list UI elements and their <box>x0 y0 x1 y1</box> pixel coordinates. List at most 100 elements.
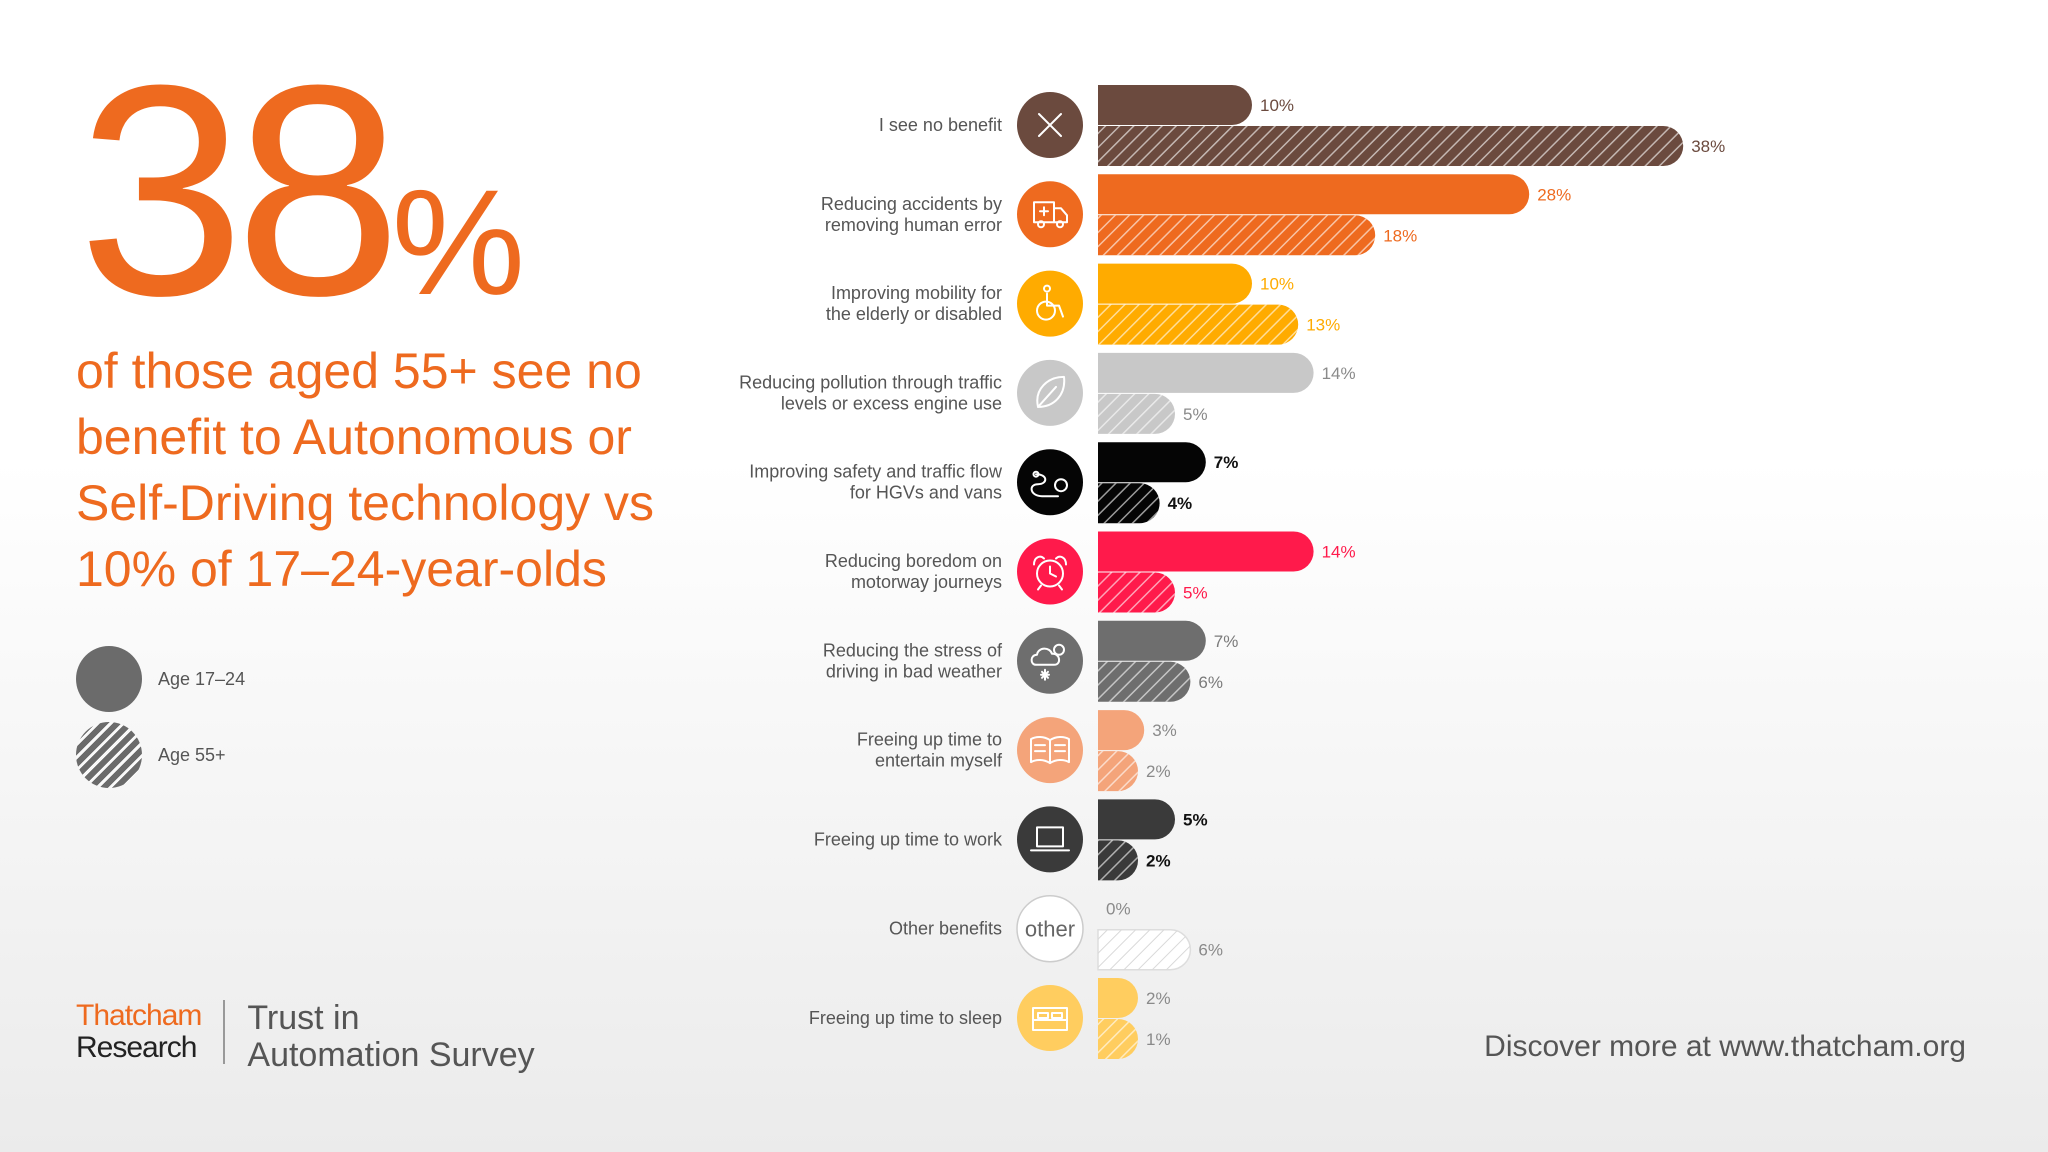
bar-age-17-24 <box>1098 978 1138 1018</box>
category-label-line: the elderly or disabled <box>826 304 1002 324</box>
other-icon: other <box>1016 894 1084 963</box>
icon-circle <box>1017 181 1083 248</box>
value-label-age-17-24: 0% <box>1106 900 1131 919</box>
category-label-line: for HGVs and vans <box>850 483 1002 503</box>
bar-age-17-24 <box>1098 799 1175 840</box>
bar-hatch-overlay <box>1098 215 1376 256</box>
value-label-age-17-24: 10% <box>1260 96 1294 115</box>
icon-circle <box>1017 449 1083 516</box>
headline-stat: 38% <box>78 40 525 340</box>
bar-hatch-overlay <box>1098 572 1175 613</box>
category-label-line: Reducing boredom on <box>825 551 1002 571</box>
bar-hatch-overlay <box>1098 126 1684 166</box>
survey-title-line-1: Trust in <box>247 999 360 1037</box>
bar-age-17-24 <box>1098 174 1530 215</box>
wheelchair-icon <box>1017 270 1083 337</box>
value-label-age-17-24: 7% <box>1214 632 1239 651</box>
legend-label: Age 17–24 <box>158 668 246 689</box>
value-label-age-17-24: 3% <box>1152 721 1177 740</box>
category-label: I see no benefit <box>879 115 1002 135</box>
survey-title: Trust in Automation Survey <box>247 1000 534 1074</box>
category-label-line: driving in bad weather <box>826 661 1002 681</box>
bed-icon <box>1017 985 1083 1051</box>
bar-hatch-overlay <box>1098 1019 1138 1059</box>
ambulance-icon <box>1017 181 1083 248</box>
category-label-line: removing human error <box>825 215 1002 235</box>
category-label-line: Freeing up time to work <box>814 829 1003 849</box>
category-label: Reducing the stress of driving in bad wea… <box>823 640 1003 681</box>
category-label-line: entertain myself <box>875 751 1003 771</box>
headline-number: 38 <box>78 22 402 358</box>
bar-hatch-overlay <box>1098 483 1160 524</box>
value-label-age-55-plus: 5% <box>1183 584 1208 603</box>
value-label-age-55-plus: 5% <box>1183 405 1208 424</box>
bar-age-17-24 <box>1098 531 1314 572</box>
brand-divider <box>223 1000 226 1064</box>
icon-circle <box>1017 627 1083 694</box>
icon-circle <box>1017 806 1083 873</box>
category-label-line: levels or excess engine use <box>781 393 1002 413</box>
value-label-age-55-plus: 2% <box>1146 851 1171 870</box>
brand-block: Thatcham Research Trust in Automation Su… <box>76 1000 535 1074</box>
value-label-age-55-plus: 4% <box>1168 494 1193 513</box>
bar-age-17-24 <box>1098 352 1314 393</box>
logo-line-2: Research <box>76 1031 197 1064</box>
legend-item-age-55-plus: Age 55+ <box>76 722 226 788</box>
icon-circle <box>1017 985 1083 1051</box>
legend-item-age-17-24: Age 17–24 <box>76 646 245 712</box>
category-label-line: Reducing the stress of <box>823 640 1003 660</box>
category-label-line: Reducing pollution through traffic <box>739 372 1002 392</box>
bar-hatch-overlay <box>1098 393 1175 434</box>
bar-hatch-overlay <box>1098 751 1138 792</box>
route-icon <box>1017 449 1083 516</box>
category-label: Reducing pollution through traffic levels… <box>739 372 1002 413</box>
bar-age-17-24 <box>1098 442 1206 483</box>
bar-age-17-24 <box>1098 620 1206 661</box>
value-label-age-55-plus: 2% <box>1146 762 1171 781</box>
category-label: Other benefits <box>889 919 1002 939</box>
value-label-age-17-24: 10% <box>1260 275 1294 294</box>
bar-hatch-overlay <box>1098 929 1191 970</box>
icon-circle <box>1016 894 1084 963</box>
leaf-icon <box>1017 359 1083 426</box>
weather-icon <box>1017 627 1083 694</box>
legend-swatch-hatched <box>76 722 142 788</box>
value-label-age-17-24: 14% <box>1322 364 1356 383</box>
value-label-age-17-24: 14% <box>1322 543 1356 562</box>
value-label-age-55-plus: 38% <box>1691 137 1725 156</box>
value-label-age-55-plus: 6% <box>1198 673 1223 692</box>
value-label-age-17-24: 7% <box>1214 453 1239 472</box>
bar-age-17-24 <box>1098 710 1145 751</box>
cross-icon <box>1017 92 1083 158</box>
value-label-age-55-plus: 13% <box>1306 316 1340 335</box>
book-icon <box>1017 717 1083 784</box>
category-label-line: Other benefits <box>889 919 1002 939</box>
footer-link[interactable]: Discover more at www.thatcham.org <box>1484 1030 1966 1063</box>
bar-age-17-24 <box>1098 263 1252 304</box>
value-label-age-17-24: 2% <box>1146 989 1171 1008</box>
bar-hatch-overlay <box>1098 661 1191 702</box>
category-label: Improving safety and traffic flow for HGV… <box>749 462 1003 503</box>
category-label: Improving mobility for the elderly or dis… <box>826 283 1002 324</box>
category-label-line: Reducing accidents by <box>821 194 1002 214</box>
thatcham-research-logo: Thatcham Research <box>76 999 202 1064</box>
value-label-age-55-plus: 6% <box>1198 941 1223 960</box>
category-label-line: Improving safety and traffic flow <box>749 462 1003 482</box>
category-label: Freeing up time to work <box>814 829 1003 849</box>
laptop-icon <box>1017 806 1083 873</box>
value-label-age-55-plus: 18% <box>1383 226 1417 245</box>
category-label: Reducing boredom on motorway journeys <box>825 551 1002 592</box>
other-icon-text: other <box>1025 917 1075 942</box>
value-label-age-17-24: 28% <box>1537 185 1571 204</box>
headline-percent: % <box>391 158 526 326</box>
category-label-line: Freeing up time to sleep <box>809 1008 1002 1028</box>
headline-description: of those aged 55+ see no benefit to Auto… <box>76 343 655 597</box>
logo-line-1: Thatcham <box>76 999 202 1032</box>
bar-hatch-overlay <box>1098 840 1138 881</box>
category-label-line: I see no benefit <box>879 115 1002 135</box>
category-label-line: Freeing up time to <box>857 730 1002 750</box>
category-label-line: Improving mobility for <box>831 283 1002 303</box>
value-label-age-17-24: 5% <box>1183 810 1208 829</box>
alarm-clock-icon <box>1017 538 1083 605</box>
